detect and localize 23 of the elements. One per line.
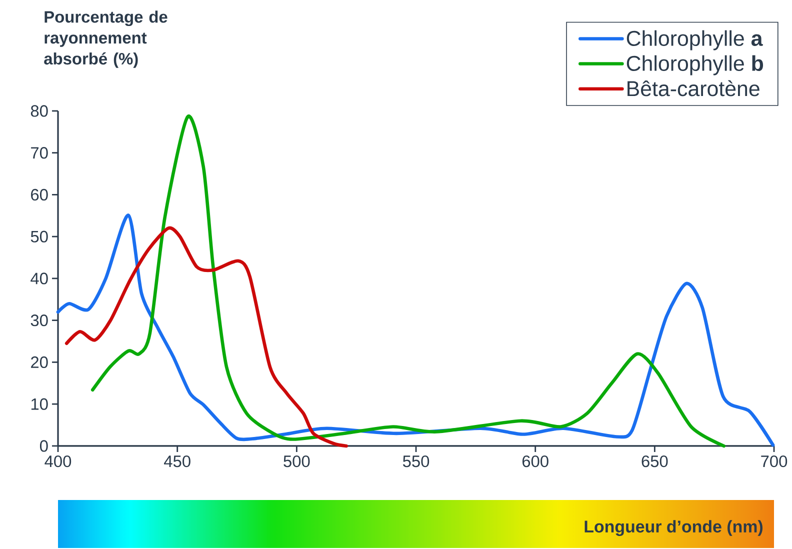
- y-tick-label: 40: [30, 272, 48, 284]
- x-tick-label: 650: [642, 456, 668, 468]
- x-tick-label: 400: [44, 456, 72, 468]
- legend-label: Bêta-carotène: [628, 80, 760, 96]
- legend-label: Chlorophylle b: [626, 55, 764, 76]
- y-tick-label: 50: [30, 230, 48, 242]
- line-series: [90, 114, 726, 448]
- x-tick-label: 500: [284, 456, 310, 468]
- y-tick-label: 30: [30, 314, 48, 326]
- y-tick-label: 0: [40, 440, 48, 452]
- y-axis-title: Pourcentage de rayonnement absorbé (%): [44, 10, 168, 68]
- x-tick-label: 450: [164, 456, 190, 468]
- legend-label: Chlorophylle a: [626, 30, 763, 50]
- x-tick-label: 700: [761, 456, 788, 468]
- x-tick-label: 600: [522, 456, 548, 468]
- line-series: [64, 226, 348, 448]
- y-tick-label: 80: [30, 105, 48, 117]
- y-tick-label: 10: [31, 398, 48, 410]
- x-axis-title: Longueur d’onde (nm): [584, 520, 762, 536]
- y-tick-label: 60: [31, 188, 48, 201]
- y-tick-label: 20: [31, 356, 48, 368]
- x-tick-label: 550: [402, 456, 430, 468]
- y-tick-label: 70: [31, 147, 48, 159]
